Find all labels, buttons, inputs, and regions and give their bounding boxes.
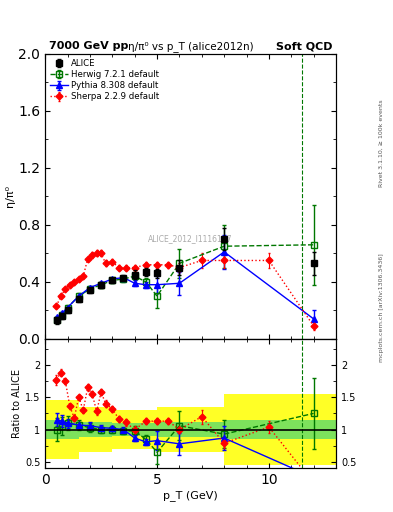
Text: mcplots.cern.ch [arXiv:1306.3436]: mcplots.cern.ch [arXiv:1306.3436]	[379, 253, 384, 361]
X-axis label: p_T (GeV): p_T (GeV)	[163, 490, 218, 501]
Text: 7000 GeV pp: 7000 GeV pp	[49, 41, 129, 51]
Title: η/π⁰ vs p_T (alice2012n): η/π⁰ vs p_T (alice2012n)	[128, 41, 253, 53]
Text: ALICE_2012_I1116147: ALICE_2012_I1116147	[148, 234, 233, 244]
Text: Rivet 3.1.10, ≥ 100k events: Rivet 3.1.10, ≥ 100k events	[379, 99, 384, 187]
Legend: ALICE, Herwig 7.2.1 default, Pythia 8.308 default, Sherpa 2.2.9 default: ALICE, Herwig 7.2.1 default, Pythia 8.30…	[49, 57, 161, 103]
Text: Soft QCD: Soft QCD	[275, 41, 332, 51]
Y-axis label: Ratio to ALICE: Ratio to ALICE	[12, 369, 22, 438]
Y-axis label: η/π⁰: η/π⁰	[6, 185, 15, 207]
